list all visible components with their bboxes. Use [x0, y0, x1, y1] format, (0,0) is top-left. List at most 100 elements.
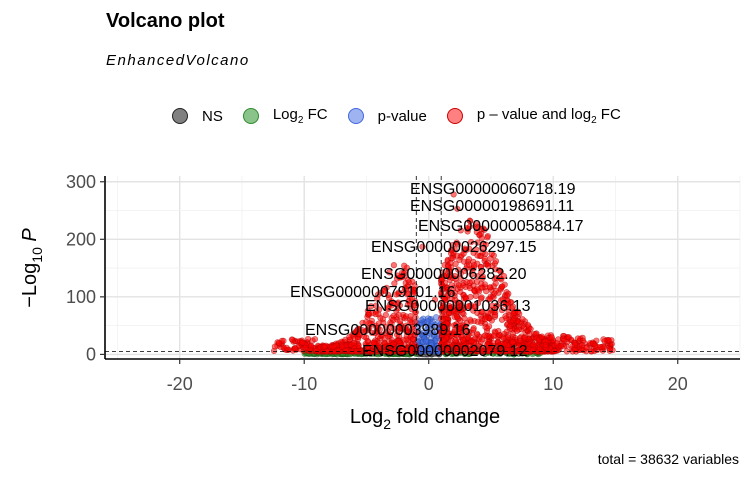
data-point	[565, 334, 572, 341]
data-points	[270, 191, 616, 358]
data-point	[492, 258, 500, 265]
x-tick-label: 10	[543, 374, 563, 394]
data-point	[492, 280, 499, 287]
data-point	[486, 295, 493, 302]
data-point	[591, 342, 599, 349]
y-tick-label: 300	[66, 172, 96, 192]
data-point	[473, 330, 481, 337]
data-point	[313, 347, 320, 354]
legend-swatch-p	[347, 108, 364, 124]
legend: NS Log2 FC p-value p – value and log2 FC	[172, 106, 641, 126]
data-point	[334, 347, 341, 354]
data-point	[606, 345, 613, 353]
data-point	[499, 283, 506, 290]
x-tick-label: -10	[291, 374, 317, 394]
data-point	[548, 334, 555, 341]
gene-label: ENSG00000001036.13	[365, 298, 531, 315]
data-point	[280, 337, 287, 344]
data-point	[478, 294, 485, 301]
data-point	[481, 316, 489, 323]
data-point	[473, 246, 480, 253]
data-point	[491, 311, 499, 319]
y-tick-label: 200	[66, 229, 96, 249]
legend-item-both: p – value and log2 FC	[446, 106, 621, 126]
data-point	[574, 335, 581, 342]
data-point	[479, 275, 486, 282]
gene-label: ENSG00000005884.17	[418, 218, 584, 235]
chart-title: Volcano plot	[106, 10, 225, 32]
data-point	[339, 343, 346, 350]
data-point	[456, 256, 463, 264]
data-point	[486, 284, 494, 291]
data-point	[488, 250, 495, 258]
x-tick-label: 0	[424, 374, 434, 394]
data-point	[601, 338, 608, 345]
data-point	[283, 344, 290, 351]
data-point	[302, 344, 309, 351]
data-point	[467, 293, 474, 301]
data-point	[418, 317, 425, 324]
data-point	[465, 256, 473, 263]
data-point	[424, 318, 431, 325]
legend-item-p: p-value	[347, 107, 427, 125]
data-point	[508, 304, 515, 312]
data-point	[433, 314, 440, 321]
data-point	[422, 338, 430, 345]
legend-swatch-ns	[172, 108, 188, 124]
data-point	[288, 336, 296, 343]
legend-swatch-both	[446, 108, 463, 124]
data-point	[474, 252, 481, 259]
data-point	[492, 266, 499, 273]
caption: total = 38632 variables	[597, 451, 739, 467]
data-point	[425, 325, 432, 332]
data-point	[459, 282, 466, 289]
x-axis-label: Log2 fold change	[350, 406, 500, 432]
gene-label: ENSG00000002079.12	[362, 343, 528, 360]
data-point	[557, 342, 565, 350]
data-point	[597, 343, 604, 351]
data-point	[470, 326, 477, 333]
y-tick-label: 0	[86, 344, 96, 364]
data-point	[448, 282, 455, 289]
legend-label-ns: NS	[202, 107, 223, 125]
data-point	[526, 331, 533, 338]
data-point	[482, 332, 489, 339]
data-point	[468, 238, 475, 246]
data-point	[299, 339, 306, 346]
legend-item-ns: NS	[172, 108, 223, 125]
data-point	[457, 227, 464, 234]
legend-label-p: p-value	[377, 107, 427, 125]
legend-swatch-fc	[242, 108, 259, 124]
data-point	[509, 317, 517, 324]
data-point	[498, 307, 506, 314]
data-point	[481, 255, 488, 262]
grid	[105, 176, 741, 359]
data-point	[474, 285, 481, 292]
legend-item-fc: Log2 FC	[242, 106, 328, 126]
data-point	[490, 332, 498, 339]
gene-label: ENSG00000060718.19	[410, 181, 576, 198]
gene-label: ENSG00000006282.20	[361, 266, 527, 283]
data-point	[513, 327, 520, 335]
data-point	[572, 341, 579, 348]
y-tick-label: 100	[66, 287, 96, 307]
data-point	[493, 302, 501, 309]
data-point	[495, 327, 502, 335]
gene-label: ENSG00000026297.15	[371, 239, 537, 256]
data-point	[321, 343, 328, 350]
chart-subtitle: EnhancedVolcano	[106, 52, 250, 69]
x-tick-label: 20	[668, 374, 688, 394]
data-point	[578, 341, 586, 349]
legend-label-both: p – value and log2 FC	[476, 106, 621, 126]
data-point	[507, 322, 514, 329]
data-point	[478, 308, 485, 315]
data-point	[542, 341, 549, 348]
data-point	[527, 325, 534, 333]
gene-label: ENSG00000003989.16	[305, 322, 471, 339]
data-point	[350, 339, 357, 346]
data-point	[412, 314, 419, 321]
gene-label: ENSG00000198691.11	[410, 198, 574, 215]
data-point	[474, 239, 481, 246]
data-point	[491, 290, 498, 297]
